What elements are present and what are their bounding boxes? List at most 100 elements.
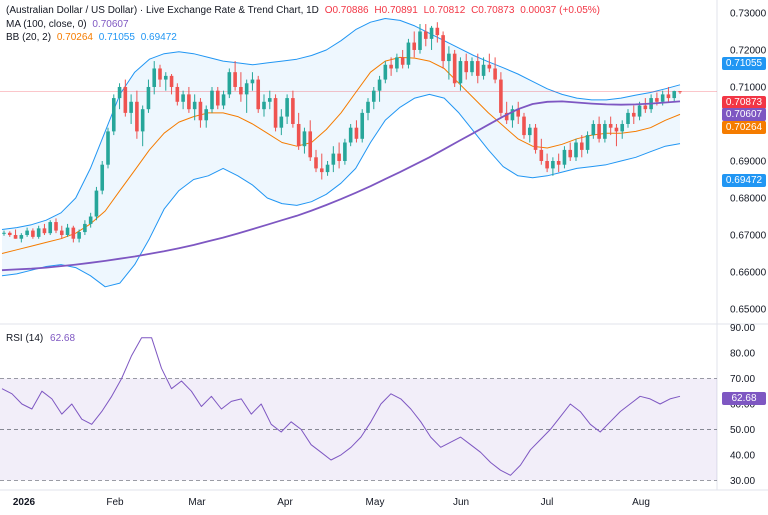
- candle-body: [551, 161, 555, 169]
- candle-body: [31, 230, 35, 237]
- candle-body: [441, 35, 445, 62]
- candle-body: [452, 53, 457, 84]
- candle-body: [400, 57, 405, 65]
- candle-body: [111, 98, 116, 132]
- price-tick-label: 0.69000: [730, 157, 767, 168]
- candle-body: [215, 90, 220, 106]
- ohlc-high: H0.70891: [374, 5, 418, 16]
- candle-body: [383, 64, 388, 80]
- rsi-legend[interactable]: RSI (14) 62.68: [6, 333, 75, 344]
- candle-body: [302, 131, 307, 147]
- candle-body: [597, 123, 601, 139]
- candle-body: [100, 164, 105, 191]
- candle-body: [418, 31, 422, 50]
- candle-body: [366, 101, 370, 113]
- ma-legend[interactable]: MA (100, close, 0) 0.70607: [6, 19, 132, 30]
- price-tick-label: 0.71000: [730, 82, 767, 93]
- candle-body: [256, 79, 261, 110]
- candle-body: [608, 123, 613, 128]
- candle-body: [620, 123, 625, 132]
- candle-body: [522, 116, 526, 136]
- bb-legend[interactable]: BB (20, 2) 0.70264 0.71055 0.69472: [6, 32, 180, 43]
- time-tick-label: Mar: [188, 497, 206, 508]
- candle-body: [487, 64, 492, 69]
- candle-body: [77, 232, 81, 239]
- candle-body: [360, 112, 365, 139]
- candle-body: [129, 101, 133, 113]
- candle-body: [626, 112, 630, 124]
- price-tick-label: 0.72000: [730, 45, 767, 56]
- candle-body: [337, 153, 341, 161]
- candle-body: [221, 94, 226, 106]
- candle-body: [308, 131, 313, 158]
- title-line: (Australian Dollar / US Dollar) · Live E…: [6, 5, 603, 16]
- price-tick-label: 0.66000: [730, 268, 767, 279]
- candle-body: [447, 53, 451, 62]
- candle-body: [603, 123, 607, 139]
- candle-body: [319, 168, 324, 173]
- candle-body: [19, 235, 24, 239]
- candle-body: [210, 90, 214, 110]
- candle-body: [146, 86, 151, 110]
- candle-body: [163, 75, 168, 80]
- rsi-line: [1, 337, 681, 476]
- time-tick-label: Aug: [632, 497, 650, 508]
- candle-body: [42, 228, 47, 234]
- candle-body: [331, 153, 336, 165]
- candle-body: [71, 227, 76, 239]
- candle-body: [516, 109, 521, 117]
- time-tick-label: 2026: [13, 497, 36, 508]
- candle-body: [672, 91, 677, 99]
- candle-body: [187, 94, 191, 110]
- candle-body: [481, 64, 486, 76]
- candle-body: [377, 79, 382, 91]
- candle-body: [83, 223, 87, 233]
- candle-body: [140, 109, 145, 132]
- symbol-title: (Australian Dollar / US Dollar) · Live E…: [6, 5, 319, 16]
- bb-mid-tag: 0.70264: [722, 121, 766, 134]
- candle-body: [412, 42, 417, 50]
- candle-body: [389, 64, 393, 69]
- ohlc-low: L0.70812: [423, 5, 466, 16]
- time-tick-label: Apr: [277, 497, 293, 508]
- candle-body: [65, 227, 70, 236]
- price-tick-label: 0.73000: [730, 8, 767, 19]
- candle-body: [88, 216, 93, 224]
- candle-body: [579, 142, 584, 150]
- candle-body: [204, 109, 209, 121]
- ma-tag: 0.70607: [722, 108, 766, 121]
- candle-body: [106, 131, 110, 165]
- candle-body: [475, 61, 480, 76]
- candle-body: [169, 75, 174, 87]
- candle-body: [152, 68, 157, 87]
- ma-line: [1, 100, 681, 272]
- candle-body: [273, 98, 278, 128]
- price-tick-label: 0.68000: [730, 194, 767, 205]
- ma-value: 0.70607: [92, 19, 129, 30]
- rsi-tick-label: 40.00: [730, 450, 755, 461]
- bb-band-fill: [2, 18, 680, 287]
- bb-label: BB (20, 2): [6, 32, 52, 43]
- candle-body: [655, 98, 659, 102]
- rsi-tick-label: 70.00: [730, 374, 755, 385]
- candle-body: [291, 98, 295, 124]
- candle-body: [158, 68, 162, 80]
- candle-body: [36, 228, 41, 237]
- candle-body: [296, 123, 301, 147]
- candle-body: [458, 61, 463, 84]
- candle-body: [175, 86, 180, 102]
- candle-body: [643, 105, 648, 110]
- candle-body: [314, 157, 318, 169]
- candle-body: [568, 149, 573, 158]
- ma-label: MA (100, close, 0): [6, 19, 87, 30]
- candle-body: [181, 94, 185, 102]
- candle-body: [59, 230, 64, 236]
- ohlc-close: C0.70873: [471, 5, 515, 16]
- candle-body: [135, 101, 139, 132]
- candle-body: [262, 101, 266, 110]
- candle-body: [666, 94, 671, 99]
- ohlc-open: O0.70886: [324, 5, 369, 16]
- candle-body: [574, 142, 578, 158]
- bb-basis-line: [1, 56, 681, 254]
